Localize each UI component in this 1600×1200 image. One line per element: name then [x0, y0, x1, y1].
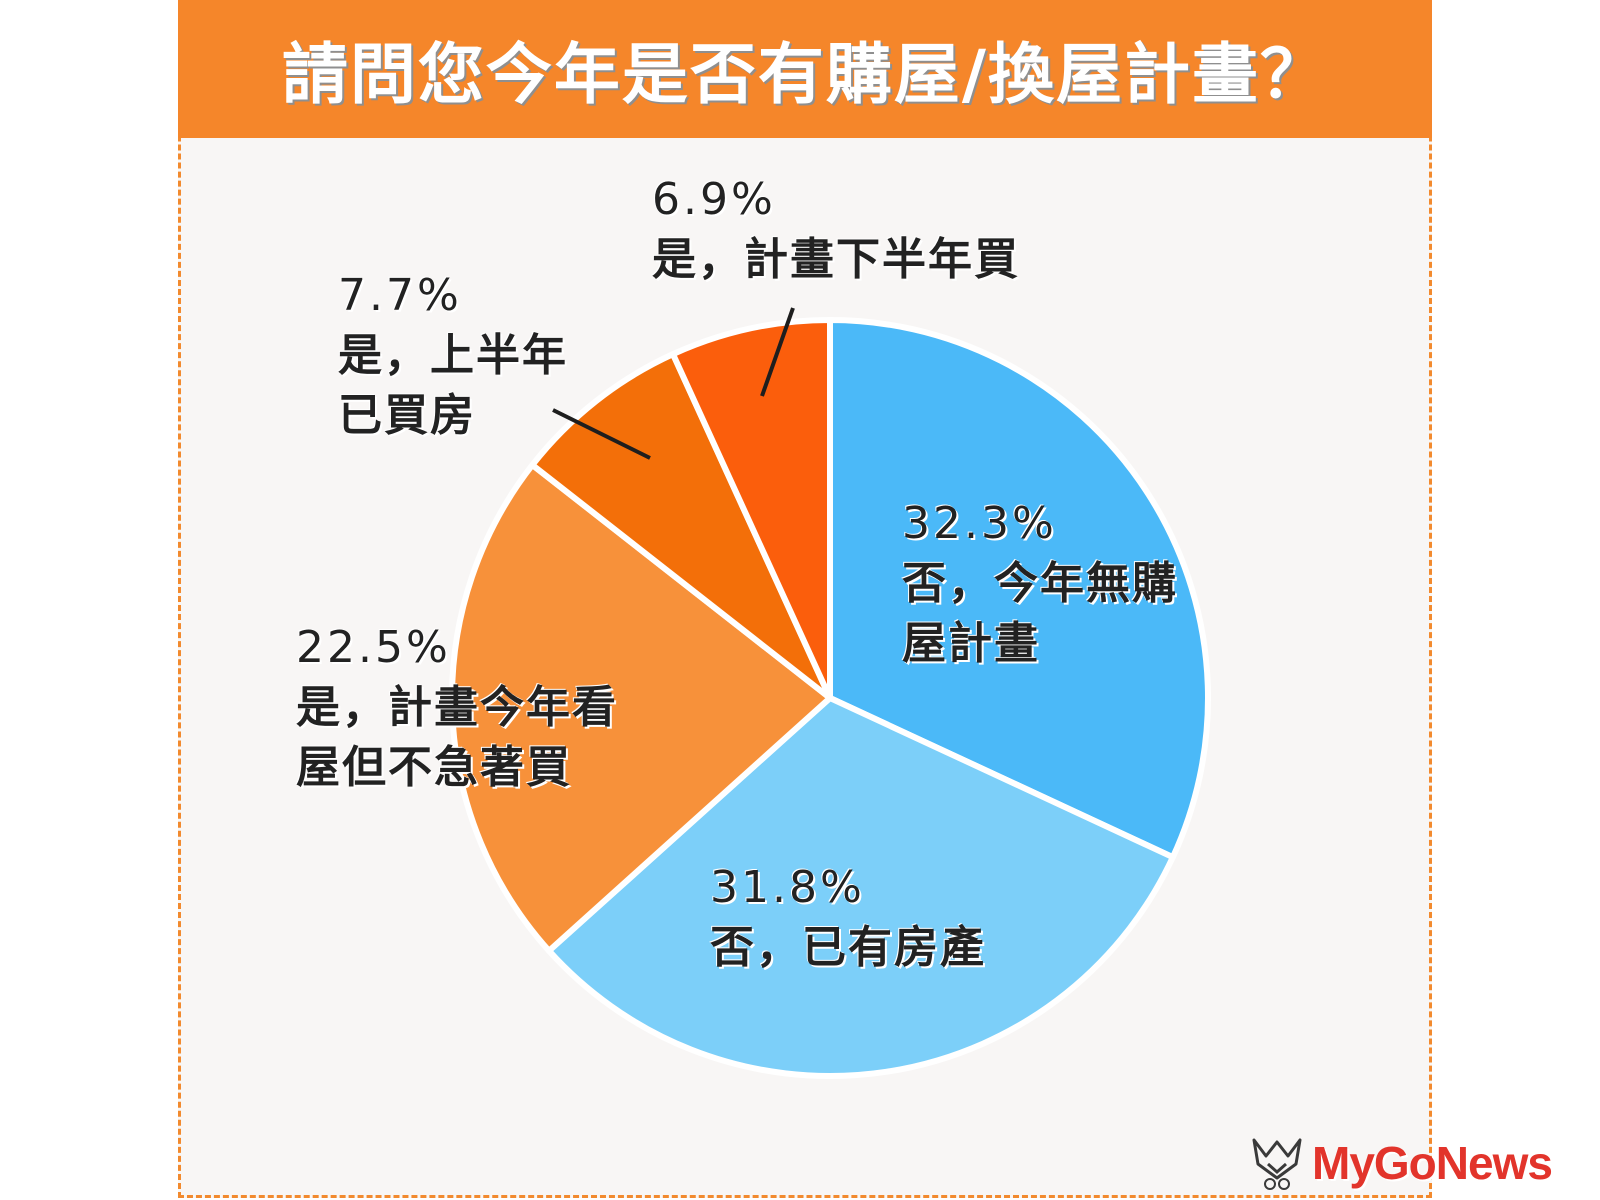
- pie-slice-4: [529, 351, 833, 701]
- slice-value-label: 31.8%: [710, 862, 865, 913]
- pie-slice-5: [669, 317, 833, 701]
- slice-label-4: 7.7% 是，上半年 已買房: [338, 266, 568, 446]
- slice-value-label: 6.9%: [652, 174, 776, 225]
- slice-label-3: 22.5% 是，計畫今年看 屋但不急著買: [296, 618, 618, 798]
- chart-title: 請問您今年是否有購屋/換屋計畫？: [281, 36, 1329, 113]
- pie-slice-2: [545, 695, 1176, 1079]
- leader-line-5: [760, 307, 795, 397]
- slice-category-label: 否，今年無購 屋計畫: [902, 558, 1178, 669]
- slice-value-label: 32.3%: [902, 498, 1057, 549]
- mygonews-logo-icon: [1252, 1138, 1302, 1190]
- watermark: MyGoNews: [1250, 1128, 1553, 1198]
- slice-category-label: 是，計畫下半年買: [652, 234, 1020, 285]
- title-bar: 請問您今年是否有購屋/換屋計畫？: [178, 0, 1432, 138]
- slice-value-label: 22.5%: [296, 622, 451, 673]
- slice-label-1: 32.3% 否，今年無購 屋計畫: [902, 494, 1178, 674]
- slice-label-5: 6.9% 是，計畫下半年買: [652, 170, 1020, 290]
- pie-slice-3: [449, 461, 833, 954]
- slice-label-2: 31.8% 否，已有房產: [710, 858, 986, 978]
- watermark-text: MyGoNews: [1312, 1137, 1553, 1189]
- slice-value-label: 7.7%: [338, 270, 462, 321]
- pie-slice-1: [827, 317, 1211, 861]
- leader-line-4: [552, 408, 651, 460]
- slice-category-label: 是，計畫今年看 屋但不急著買: [296, 682, 618, 793]
- slice-category-label: 否，已有房產: [710, 922, 986, 973]
- slice-category-label: 是，上半年 已買房: [338, 330, 568, 441]
